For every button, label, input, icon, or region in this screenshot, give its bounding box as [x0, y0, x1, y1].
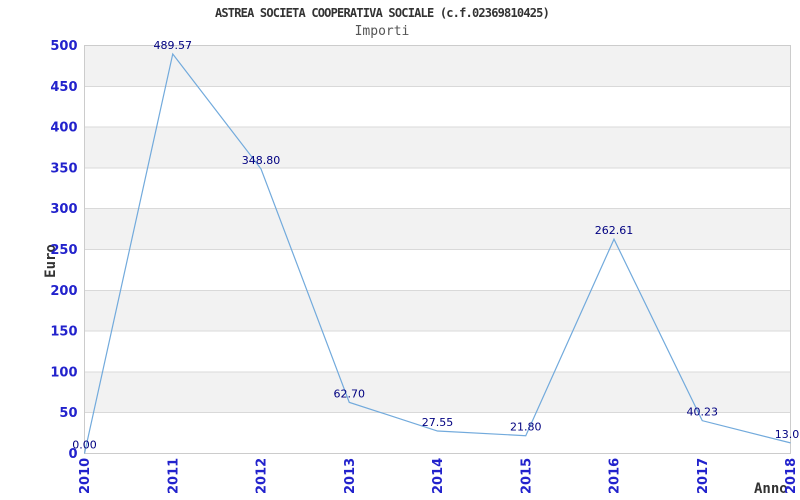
y-tick-label: 300	[50, 202, 77, 217]
x-tick-label: 2010	[78, 458, 93, 494]
data-point-label: 0.00	[72, 439, 97, 452]
x-tick-label: 2011	[166, 458, 181, 494]
plot-band	[84, 290, 791, 332]
data-point-label: 13.03	[775, 428, 800, 441]
plot-band	[84, 208, 791, 250]
data-point-label: 348.80	[242, 154, 281, 167]
chart-subtitle: Importi	[354, 24, 410, 39]
data-point-label: 27.55	[422, 416, 454, 429]
y-tick-label: 100	[50, 365, 77, 380]
y-tick-label: 350	[50, 161, 77, 176]
data-point-label: 262.61	[595, 224, 634, 237]
x-tick-label: 2017	[696, 458, 711, 494]
y-tick-label: 200	[50, 284, 77, 299]
x-tick-label: 2016	[608, 458, 623, 494]
plot-band	[84, 127, 791, 168]
data-point-label: 21.80	[510, 421, 542, 434]
y-tick-label: 450	[50, 80, 77, 95]
data-line	[83, 52, 791, 454]
chart-title: ASTREA SOCIETA COOPERATIVA SOCIALE (c.f.…	[214, 6, 550, 20]
y-tick-label: 500	[50, 39, 77, 54]
y-tick-label: 50	[59, 406, 77, 421]
x-tick-label: 2018	[784, 458, 799, 494]
x-axis-title: Anno	[754, 481, 788, 497]
y-tick-label: 150	[50, 325, 77, 340]
y-tick-label: 250	[50, 243, 77, 258]
plot-band	[84, 45, 791, 87]
data-point-label: 62.70	[334, 387, 366, 400]
y-tick-label: 400	[50, 121, 77, 136]
x-tick-label: 2014	[431, 458, 446, 494]
plot-border	[84, 45, 791, 454]
data-point-label: 489.57	[154, 39, 193, 52]
plot-band	[84, 371, 791, 413]
data-point-label: 40.23	[687, 406, 719, 419]
x-tick-label: 2012	[255, 458, 270, 494]
y-tick-label: 0	[68, 447, 77, 462]
x-tick-label: 2015	[519, 458, 534, 494]
x-tick-label: 2013	[343, 458, 358, 494]
